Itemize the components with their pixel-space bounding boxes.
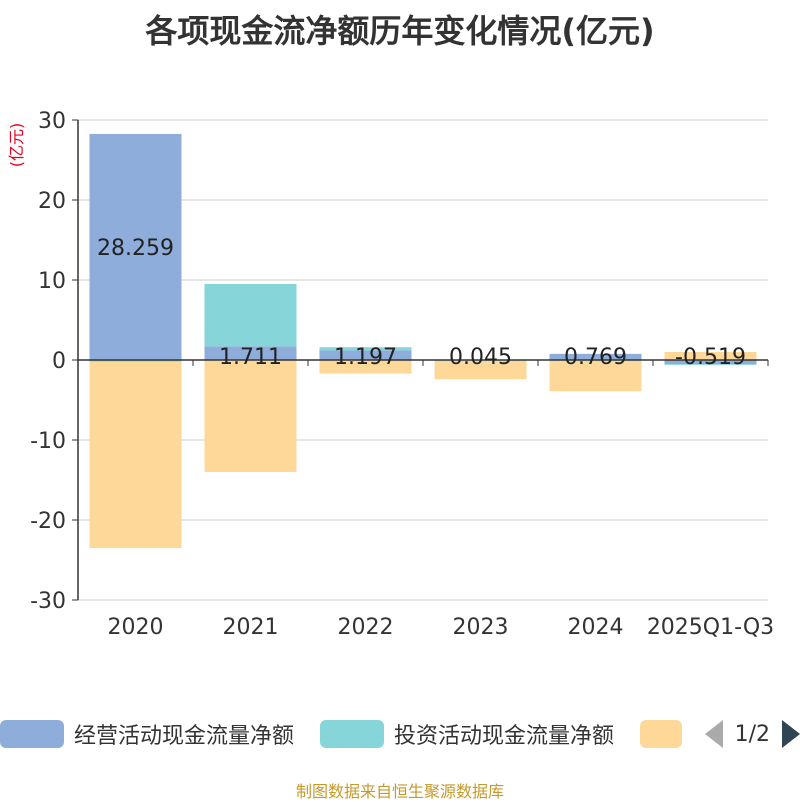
y-tick-label: 30 bbox=[38, 109, 66, 134]
x-tick-label: 2025Q1-Q3 bbox=[647, 615, 774, 640]
bar-investing[interactable] bbox=[89, 360, 182, 362]
legend-label-investing: 投资活动现金流量净额 bbox=[394, 724, 615, 749]
legend-item-investing[interactable]: 投资活动现金流量净额 bbox=[320, 716, 614, 752]
legend-prev-page-icon[interactable] bbox=[704, 720, 723, 748]
chart-area: (亿元) 30 20 10 0 -10 -20 -30 2020 2021 2022 2023 202… bbox=[7, 109, 774, 640]
bar-financing[interactable] bbox=[549, 360, 642, 392]
legend-next-page-icon[interactable] bbox=[782, 720, 800, 748]
legend-pager: 1/2 bbox=[704, 716, 800, 752]
bar-investing[interactable] bbox=[204, 283, 297, 347]
bar-financing[interactable] bbox=[89, 361, 182, 548]
data-label: 0.769 bbox=[564, 345, 627, 370]
y-tick-label: 20 bbox=[38, 189, 66, 214]
legend-swatch-financing bbox=[640, 720, 682, 748]
x-tick-label: 2020 bbox=[108, 615, 164, 640]
chart-title: 各项现金流净额历年变化情况(亿元) bbox=[145, 12, 655, 50]
bar-operating[interactable] bbox=[89, 133, 182, 360]
bar-financing[interactable] bbox=[434, 360, 527, 380]
y-tick-label: -30 bbox=[30, 589, 66, 614]
legend-item-financing[interactable] bbox=[640, 716, 682, 752]
data-label: 1.711 bbox=[219, 345, 282, 370]
bar-operating[interactable] bbox=[664, 360, 757, 365]
data-label: 0.045 bbox=[449, 345, 512, 370]
y-tick-label: -10 bbox=[30, 429, 66, 454]
legend-page-indicator: 1/2 bbox=[734, 721, 770, 747]
legend-swatch-investing bbox=[320, 720, 384, 748]
x-tick-label: 2023 bbox=[453, 615, 509, 640]
data-label: -0.519 bbox=[675, 345, 746, 370]
y-axis-unit-label: (亿元) bbox=[7, 123, 26, 168]
data-label: 1.197 bbox=[334, 345, 397, 370]
bar-financing[interactable] bbox=[664, 352, 757, 360]
x-tick-label: 2021 bbox=[223, 615, 279, 640]
data-source-footer: 制图数据来自恒生聚源数据库 bbox=[295, 782, 504, 801]
legend: 经营活动现金流量净额 投资活动现金流量净额 1/2 bbox=[0, 716, 800, 752]
data-label: 28.259 bbox=[97, 236, 174, 261]
y-tick-label: 0 bbox=[52, 349, 66, 374]
bar-investing[interactable] bbox=[664, 364, 757, 365]
bar-financing[interactable] bbox=[319, 360, 412, 374]
x-tick-label: 2024 bbox=[568, 615, 624, 640]
legend-swatch-operating bbox=[0, 720, 64, 748]
bar-operating[interactable] bbox=[549, 353, 642, 360]
legend-label-operating: 经营活动现金流量净额 bbox=[74, 724, 295, 749]
bar-financing[interactable] bbox=[204, 360, 297, 472]
bar-operating[interactable] bbox=[204, 346, 297, 360]
bar-investing[interactable] bbox=[319, 347, 412, 351]
bar-operating[interactable] bbox=[319, 350, 412, 360]
legend-item-operating[interactable]: 经营活动现金流量净额 bbox=[0, 716, 294, 752]
x-tick-label: 2022 bbox=[338, 615, 394, 640]
y-tick-label: 10 bbox=[38, 269, 66, 294]
y-tick-label: -20 bbox=[30, 509, 66, 534]
